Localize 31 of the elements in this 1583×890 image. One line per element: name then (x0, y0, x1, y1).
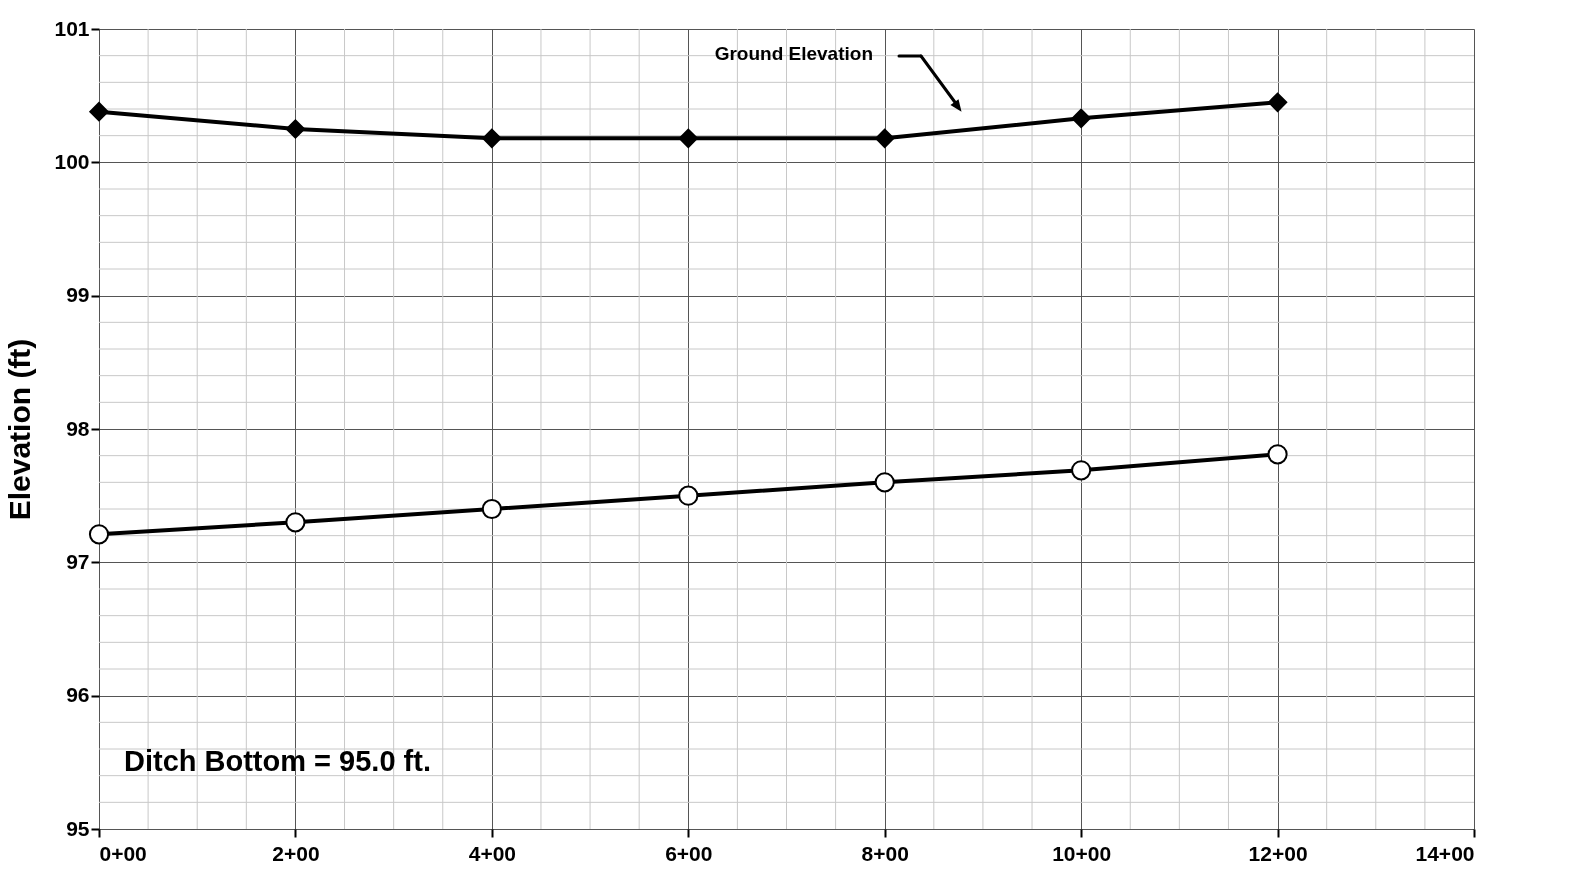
point (285, 119, 306, 139)
y-tick-label: 96 (66, 683, 90, 707)
y-tick-label: 101 (54, 16, 90, 40)
x-tick-label: 10+00 (1052, 841, 1112, 865)
point (1267, 92, 1288, 112)
point (88, 524, 110, 545)
x-tick-label: 2+00 (272, 841, 320, 865)
point (678, 485, 699, 506)
x-tick-label: 0+00 (99, 841, 147, 865)
y-tick-label: 98 (66, 416, 90, 440)
point (1071, 460, 1092, 481)
point (875, 128, 895, 148)
x-tick-label: 14+00 (1415, 841, 1475, 865)
x-tick-label: 8+00 (861, 841, 909, 865)
y-tick-label: 99 (66, 283, 90, 307)
annotation: Ground Elevation (714, 43, 873, 64)
x-tick-label: 6+00 (665, 841, 713, 865)
point (874, 472, 895, 493)
y-tick-label: 100 (54, 149, 90, 173)
x-tick-label: 12+00 (1248, 841, 1308, 865)
point (285, 512, 306, 533)
point (481, 498, 502, 520)
x-tick-label: 4+00 (468, 841, 517, 865)
point (678, 128, 698, 148)
point (1071, 108, 1091, 128)
y-axis-title: Elevation (ft) (3, 338, 37, 521)
point (482, 128, 502, 148)
y-tick-label: 97 (66, 549, 90, 573)
point (89, 102, 109, 122)
point (1267, 444, 1288, 465)
y-tick-label: 95 (66, 816, 90, 840)
